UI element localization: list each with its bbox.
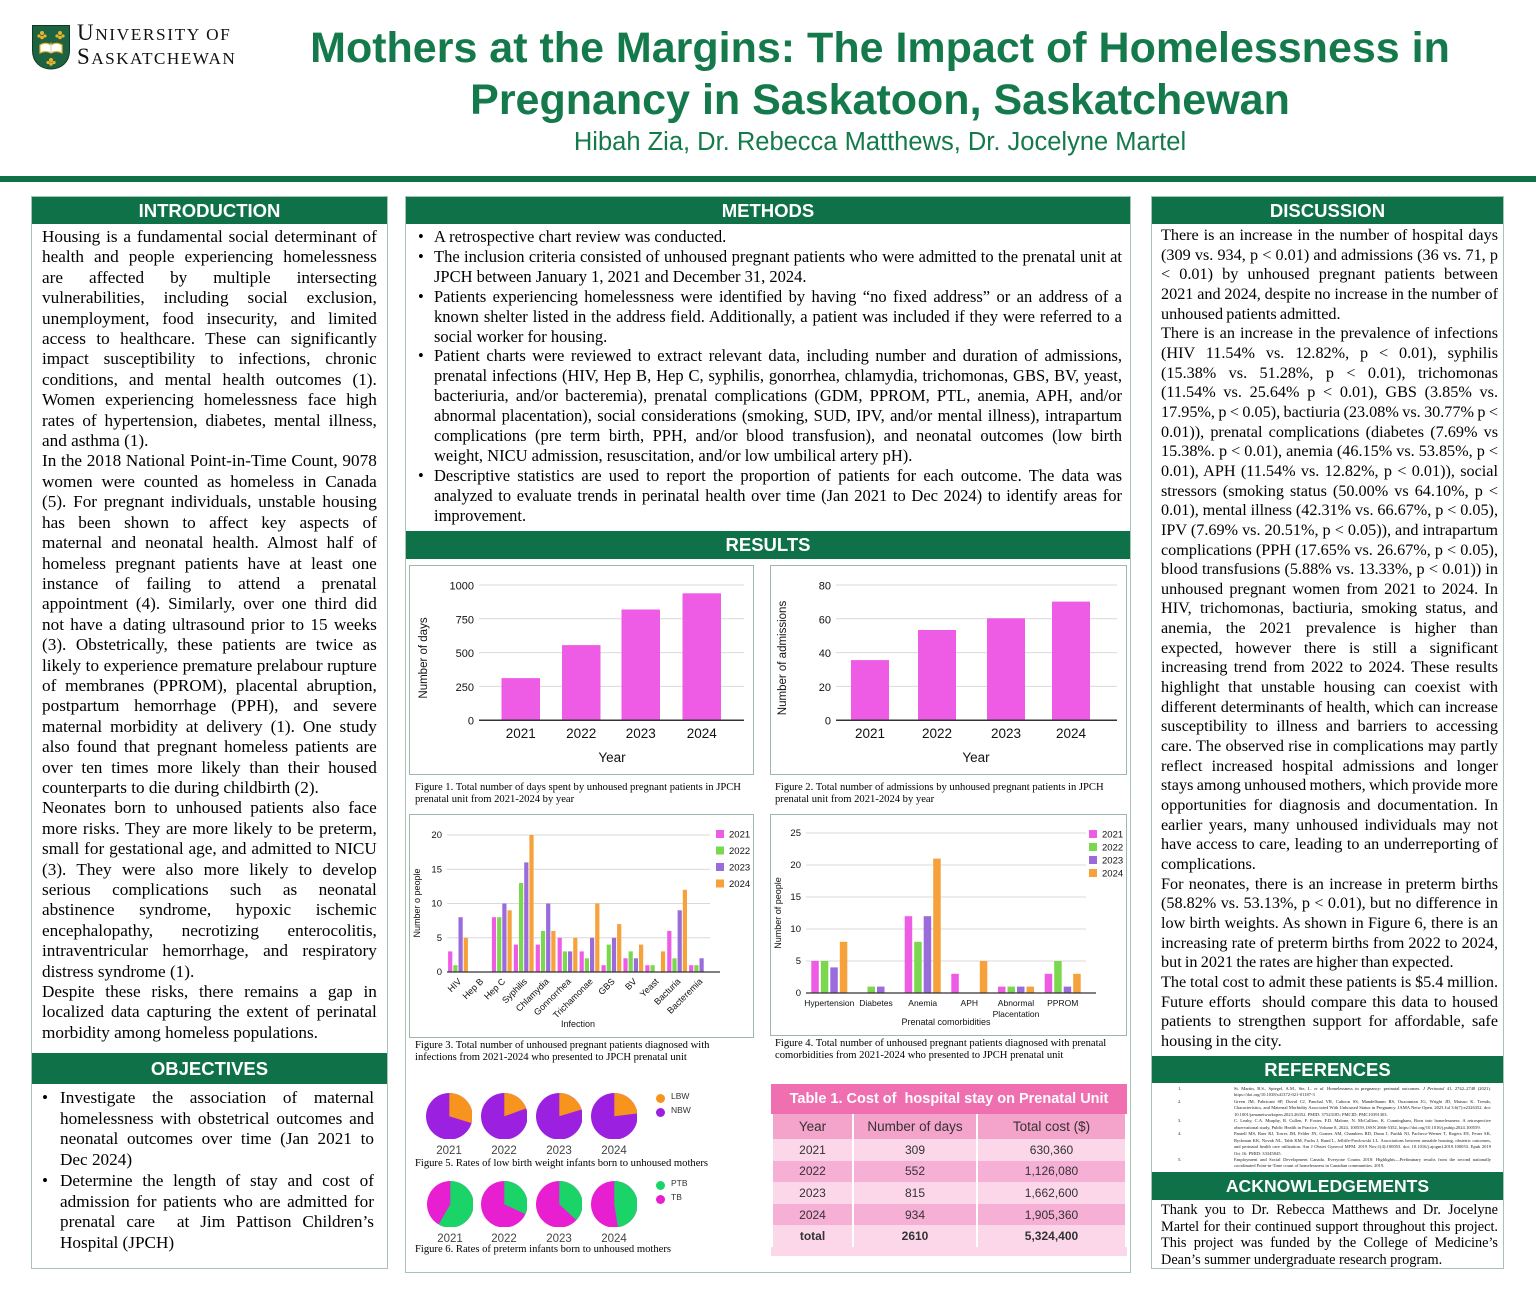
svg-text:5: 5	[437, 933, 442, 944]
svg-text:Hypertension: Hypertension	[804, 998, 854, 1008]
svg-text:Year: Year	[962, 750, 990, 765]
svg-text:2022: 2022	[922, 726, 952, 741]
svg-text:15: 15	[431, 865, 442, 876]
svg-text:10: 10	[431, 899, 442, 910]
svg-text:250: 250	[456, 682, 474, 694]
svg-text:Hep B: Hep B	[461, 976, 486, 1001]
svg-text:Number of people: Number of people	[773, 877, 783, 949]
svg-text:750: 750	[456, 614, 474, 626]
svg-text:2024: 2024	[1102, 869, 1123, 880]
svg-text:APH: APH	[961, 998, 978, 1008]
svg-text:Anemia: Anemia	[908, 998, 937, 1008]
svg-text:Number of days: Number of days	[418, 617, 430, 698]
svg-text:2022: 2022	[566, 726, 596, 741]
svg-text:2021: 2021	[855, 726, 885, 741]
svg-text:2022: 2022	[729, 846, 750, 857]
svg-text:2023: 2023	[991, 726, 1021, 741]
svg-text:HIV: HIV	[446, 976, 464, 994]
svg-text:Infection: Infection	[561, 1019, 595, 1029]
svg-text:0: 0	[468, 716, 474, 728]
svg-text:2024: 2024	[729, 879, 750, 890]
svg-text:5: 5	[796, 956, 801, 967]
svg-text:Year: Year	[598, 750, 626, 765]
svg-text:PPROM: PPROM	[1047, 998, 1078, 1008]
svg-text:Abnormal: Abnormal	[998, 998, 1034, 1008]
svg-text:2024: 2024	[687, 726, 718, 741]
svg-text:2021: 2021	[1102, 830, 1123, 841]
svg-text:GBS: GBS	[596, 976, 617, 997]
svg-text:Diabetes: Diabetes	[859, 998, 893, 1008]
svg-text:60: 60	[819, 614, 831, 626]
svg-text:0: 0	[825, 716, 831, 728]
svg-text:25: 25	[790, 828, 801, 839]
svg-text:2023: 2023	[626, 726, 656, 741]
svg-text:20: 20	[819, 682, 831, 694]
svg-text:2021: 2021	[506, 726, 536, 741]
svg-text:Prenatal comorbidities: Prenatal comorbidities	[901, 1017, 991, 1027]
svg-text:40: 40	[819, 648, 831, 660]
svg-text:20: 20	[790, 860, 801, 871]
svg-text:80: 80	[819, 581, 831, 593]
svg-text:10: 10	[790, 924, 801, 935]
svg-text:BV: BV	[623, 976, 639, 992]
svg-text:15: 15	[790, 892, 801, 903]
svg-text:Number of admissions: Number of admissions	[777, 601, 789, 716]
svg-text:Number o people: Number o people	[412, 868, 422, 937]
svg-text:Placentation: Placentation	[993, 1009, 1040, 1019]
svg-text:500: 500	[456, 648, 474, 660]
svg-text:0: 0	[437, 967, 442, 978]
svg-text:2024: 2024	[1056, 726, 1087, 741]
svg-text:2022: 2022	[1102, 843, 1123, 854]
svg-text:2023: 2023	[1102, 856, 1123, 867]
svg-text:0: 0	[796, 988, 801, 999]
svg-text:2023: 2023	[729, 863, 750, 874]
svg-text:20: 20	[431, 830, 442, 841]
svg-text:1000: 1000	[450, 581, 474, 593]
svg-text:2021: 2021	[729, 830, 750, 841]
